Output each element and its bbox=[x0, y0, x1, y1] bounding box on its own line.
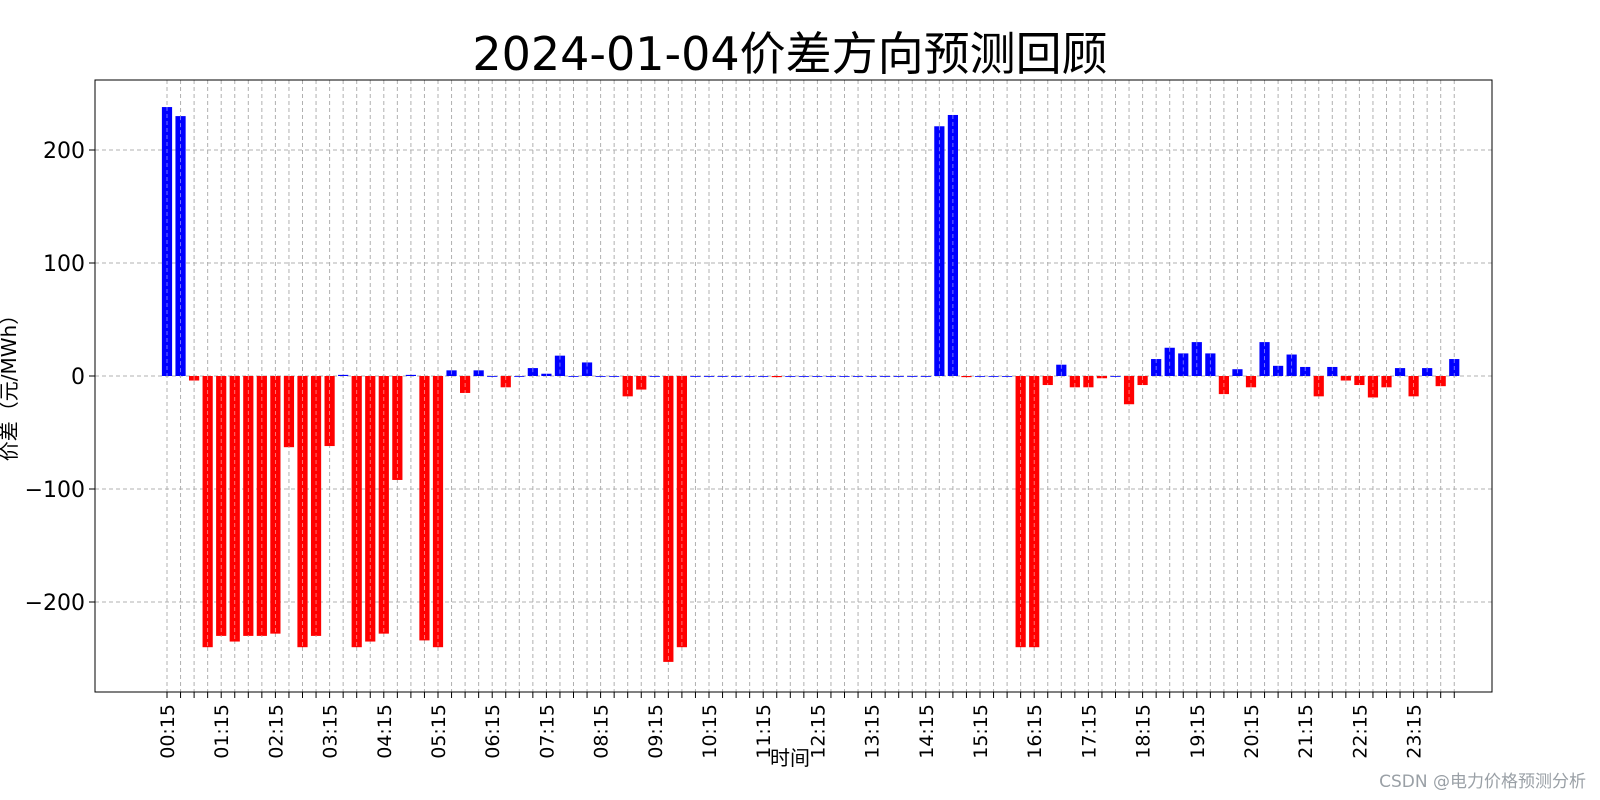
bar bbox=[839, 376, 850, 377]
y-tick-label: −100 bbox=[25, 478, 85, 503]
bar bbox=[852, 376, 864, 377]
bar bbox=[717, 376, 728, 377]
bar-layer bbox=[161, 107, 1460, 662]
bar bbox=[595, 376, 606, 377]
bar bbox=[1056, 364, 1067, 376]
bar bbox=[785, 376, 796, 377]
bar bbox=[1205, 353, 1216, 376]
bar bbox=[229, 376, 240, 642]
y-axis-label: 价差（元/MWh） bbox=[0, 305, 21, 461]
bar bbox=[798, 376, 809, 377]
chart-title: 2024-01-04价差方向预测回顾 bbox=[472, 27, 1107, 81]
bar bbox=[934, 126, 945, 377]
x-tick-label: 22:15 bbox=[1349, 704, 1371, 759]
bar bbox=[514, 376, 525, 377]
bar bbox=[988, 376, 999, 377]
bar bbox=[1300, 366, 1311, 376]
bar bbox=[947, 114, 958, 376]
y-tick-label: −200 bbox=[25, 591, 85, 616]
bar bbox=[907, 376, 918, 377]
x-tick-label: 18:15 bbox=[1133, 704, 1155, 759]
bar bbox=[961, 376, 972, 378]
bar bbox=[568, 376, 579, 377]
bar bbox=[365, 376, 376, 642]
bar bbox=[338, 374, 349, 376]
bar bbox=[649, 376, 660, 377]
bar bbox=[866, 376, 877, 377]
y-tick-label: 100 bbox=[43, 252, 85, 277]
x-tick-label: 04:15 bbox=[374, 704, 396, 759]
x-tick-label: 00:15 bbox=[157, 704, 179, 759]
x-tick-label: 13:15 bbox=[862, 704, 884, 759]
bar bbox=[1435, 376, 1446, 387]
x-tick-label: 02:15 bbox=[265, 704, 287, 759]
plot-frame bbox=[94, 79, 1493, 693]
bar bbox=[1002, 376, 1013, 377]
bar bbox=[405, 374, 416, 376]
x-tick-label: 09:15 bbox=[645, 704, 667, 759]
bar bbox=[812, 376, 823, 377]
grid-layer bbox=[95, 80, 1492, 692]
bar bbox=[1069, 376, 1080, 388]
x-tick-label: 14:15 bbox=[916, 704, 938, 759]
bar bbox=[1083, 376, 1094, 388]
bar bbox=[974, 376, 986, 377]
watermark: CSDN @电力价格预测分析 bbox=[1379, 772, 1586, 792]
bar bbox=[920, 376, 931, 377]
bar bbox=[1042, 376, 1053, 386]
bar bbox=[636, 376, 647, 390]
x-tick-label: 06:15 bbox=[482, 704, 504, 759]
bar bbox=[1110, 376, 1121, 377]
bar bbox=[880, 376, 891, 377]
bar bbox=[1178, 353, 1189, 376]
x-axis-label: 时间 bbox=[770, 746, 810, 770]
x-tick-label: 17:15 bbox=[1078, 704, 1100, 759]
bar bbox=[731, 376, 742, 377]
x-tick-label: 21:15 bbox=[1295, 704, 1317, 759]
bar bbox=[771, 376, 782, 378]
bar bbox=[825, 376, 837, 377]
x-tick-label: 20:15 bbox=[1241, 704, 1263, 759]
bar bbox=[419, 376, 430, 641]
bar bbox=[500, 376, 511, 388]
bar bbox=[744, 376, 755, 377]
y-tick-label: 200 bbox=[43, 139, 85, 164]
bar bbox=[1137, 376, 1148, 386]
bar bbox=[690, 376, 701, 377]
bar bbox=[581, 362, 593, 376]
axis-layer: 200 100 0 −100 −200 00:15 01:15 02:15 03:15 04:15… bbox=[25, 79, 1493, 759]
x-tick-label: 23:15 bbox=[1404, 704, 1426, 759]
x-tick-label: 05:15 bbox=[428, 704, 450, 759]
bar bbox=[703, 376, 715, 377]
x-tick-label: 10:15 bbox=[699, 704, 721, 759]
bar bbox=[1245, 376, 1257, 388]
bar bbox=[1381, 376, 1392, 388]
x-tick-label: 19:15 bbox=[1187, 704, 1209, 759]
bar bbox=[609, 376, 620, 377]
bar bbox=[893, 376, 904, 377]
x-tick-label: 16:15 bbox=[1024, 704, 1046, 759]
x-tick-label: 08:15 bbox=[591, 704, 613, 759]
bar bbox=[1327, 366, 1338, 376]
bar bbox=[1273, 365, 1284, 376]
bar bbox=[487, 376, 498, 377]
x-tick-label: 12:15 bbox=[807, 704, 829, 759]
x-tick-label: 07:15 bbox=[536, 704, 558, 759]
x-tick-label: 11:15 bbox=[753, 704, 775, 759]
bar bbox=[758, 376, 769, 377]
x-tick-label: 15:15 bbox=[970, 704, 992, 759]
bar bbox=[1354, 376, 1365, 386]
y-tick-label: 0 bbox=[71, 365, 85, 390]
x-tick-label: 01:15 bbox=[211, 704, 233, 759]
x-tick-label: 03:15 bbox=[320, 704, 342, 759]
